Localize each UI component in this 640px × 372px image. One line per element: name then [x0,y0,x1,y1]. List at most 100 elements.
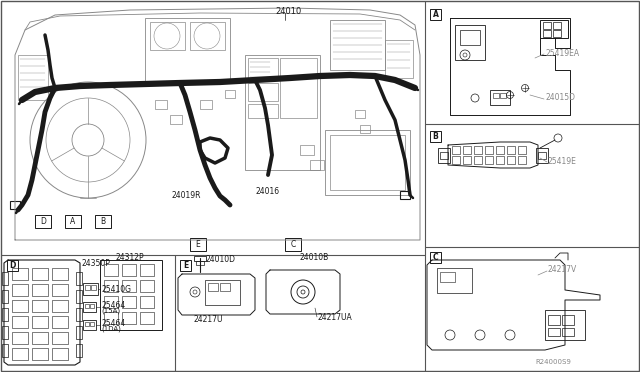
Text: 25419E: 25419E [548,157,577,167]
Bar [440,272,455,282]
Text: 24010D: 24010D [205,256,235,264]
Bar [76,308,82,321]
Bar [463,146,471,154]
Bar [196,261,204,265]
Bar [538,152,546,159]
Bar [518,156,526,164]
Bar [90,322,94,326]
Bar [170,115,182,124]
Bar [32,300,48,312]
Text: (1DA): (1DA) [101,326,121,332]
Bar [485,146,493,154]
Bar [122,264,136,276]
Bar [76,290,82,303]
Bar [52,300,68,312]
Bar [95,215,111,228]
Text: 24015D: 24015D [545,93,575,103]
Bar [496,146,504,154]
Bar [310,160,324,170]
Text: E: E [183,261,188,270]
Bar [140,280,154,292]
Text: (15A): (15A) [101,308,120,314]
Bar [220,283,230,291]
Bar [474,156,482,164]
Bar [52,348,68,360]
Text: B: B [433,132,438,141]
Bar [12,268,28,280]
Bar [553,30,561,37]
Bar [500,93,506,98]
Bar [52,316,68,328]
Bar [122,296,136,308]
Bar [330,135,405,190]
Text: B: B [100,217,106,226]
Bar [122,280,136,292]
Bar [104,296,118,308]
Bar [536,148,548,163]
Bar [190,238,206,251]
Bar [562,315,574,325]
Bar [430,131,441,142]
Bar [10,201,20,209]
Text: C: C [291,240,296,249]
Bar [85,304,89,308]
Text: C: C [433,253,438,262]
Bar [104,280,118,292]
Bar [91,285,96,290]
Text: 24217V: 24217V [548,266,577,275]
Bar [145,18,230,83]
Bar [485,156,493,164]
Bar [18,55,48,100]
Bar [12,284,28,296]
Bar [90,304,94,308]
Bar [52,284,68,296]
Bar [65,215,81,228]
Bar [122,312,136,324]
Bar [85,322,89,326]
Text: 24010B: 24010B [300,253,329,263]
Bar [35,215,51,228]
Bar [248,83,278,101]
Text: 24350P: 24350P [82,259,111,267]
Bar [300,145,314,155]
Bar [548,315,560,325]
Bar [562,328,574,336]
Bar [360,125,370,133]
Bar [85,285,90,290]
Bar [330,20,385,70]
Bar [140,264,154,276]
Text: 24019R: 24019R [172,190,202,199]
Bar [83,320,96,330]
Bar [2,308,8,321]
Bar [496,156,504,164]
Bar [455,25,485,60]
Bar [52,332,68,344]
Bar [12,316,28,328]
Bar [438,148,450,163]
Bar [285,238,301,251]
Bar [7,260,18,271]
Bar [355,110,365,118]
Bar [194,256,206,261]
Bar [543,30,551,37]
Bar [474,146,482,154]
Bar [76,344,82,357]
Text: 25464: 25464 [101,301,125,310]
Bar [12,300,28,312]
Bar [205,280,240,305]
Bar [385,40,413,78]
Bar [440,152,448,159]
Text: 25464: 25464 [101,318,125,327]
Text: D: D [40,217,46,226]
Bar [83,302,96,312]
Text: 25410G: 25410G [101,285,131,294]
Bar [140,296,154,308]
Bar [32,316,48,328]
Bar [430,9,441,20]
Bar [460,30,480,45]
Bar [2,290,8,303]
Text: 25419EA: 25419EA [545,48,579,58]
Bar [76,326,82,339]
Bar [200,100,212,109]
Bar [12,332,28,344]
